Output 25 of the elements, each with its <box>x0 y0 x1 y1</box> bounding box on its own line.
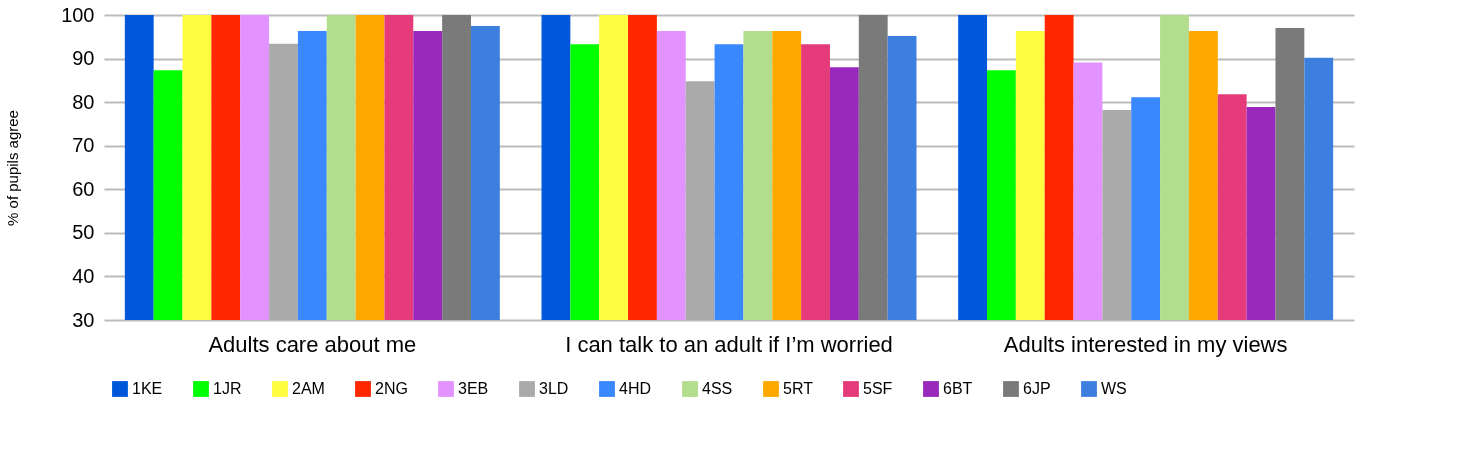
legend-label: 4SS <box>702 380 733 397</box>
legend-label: WS <box>1101 380 1127 397</box>
y-tick-label: 80 <box>72 90 95 113</box>
legend-label: 6BT <box>943 380 973 397</box>
legend-label: 5SF <box>863 380 893 397</box>
y-tick-label: 90 <box>72 47 95 70</box>
y-axis-title: % of pupils agree <box>4 110 22 226</box>
legend-label: 2NG <box>375 380 408 397</box>
x-tick-label: Adults care about me <box>208 331 417 357</box>
legend-label: 1KE <box>132 380 163 397</box>
x-tick-label: I can talk to an adult if I’m worried <box>565 331 893 357</box>
x-tick-label: Adults interested in my views <box>1003 331 1288 357</box>
y-tick-label: 70 <box>72 134 95 157</box>
legend-label: 4HD <box>619 380 652 397</box>
legend-label: 3EB <box>458 380 489 397</box>
y-tick-label: 30 <box>72 308 95 331</box>
legend-label: 1JR <box>213 380 242 397</box>
legend-label: 5RT <box>783 380 814 397</box>
legend-label: 3LD <box>539 380 569 397</box>
y-tick-label: 100 <box>61 3 95 26</box>
legend-label: 6JP <box>1023 380 1051 397</box>
y-tick-label: 60 <box>72 177 95 200</box>
legend-label: 2AM <box>292 380 325 397</box>
y-tick-label: 50 <box>72 221 95 244</box>
y-tick-label: 40 <box>72 264 95 287</box>
